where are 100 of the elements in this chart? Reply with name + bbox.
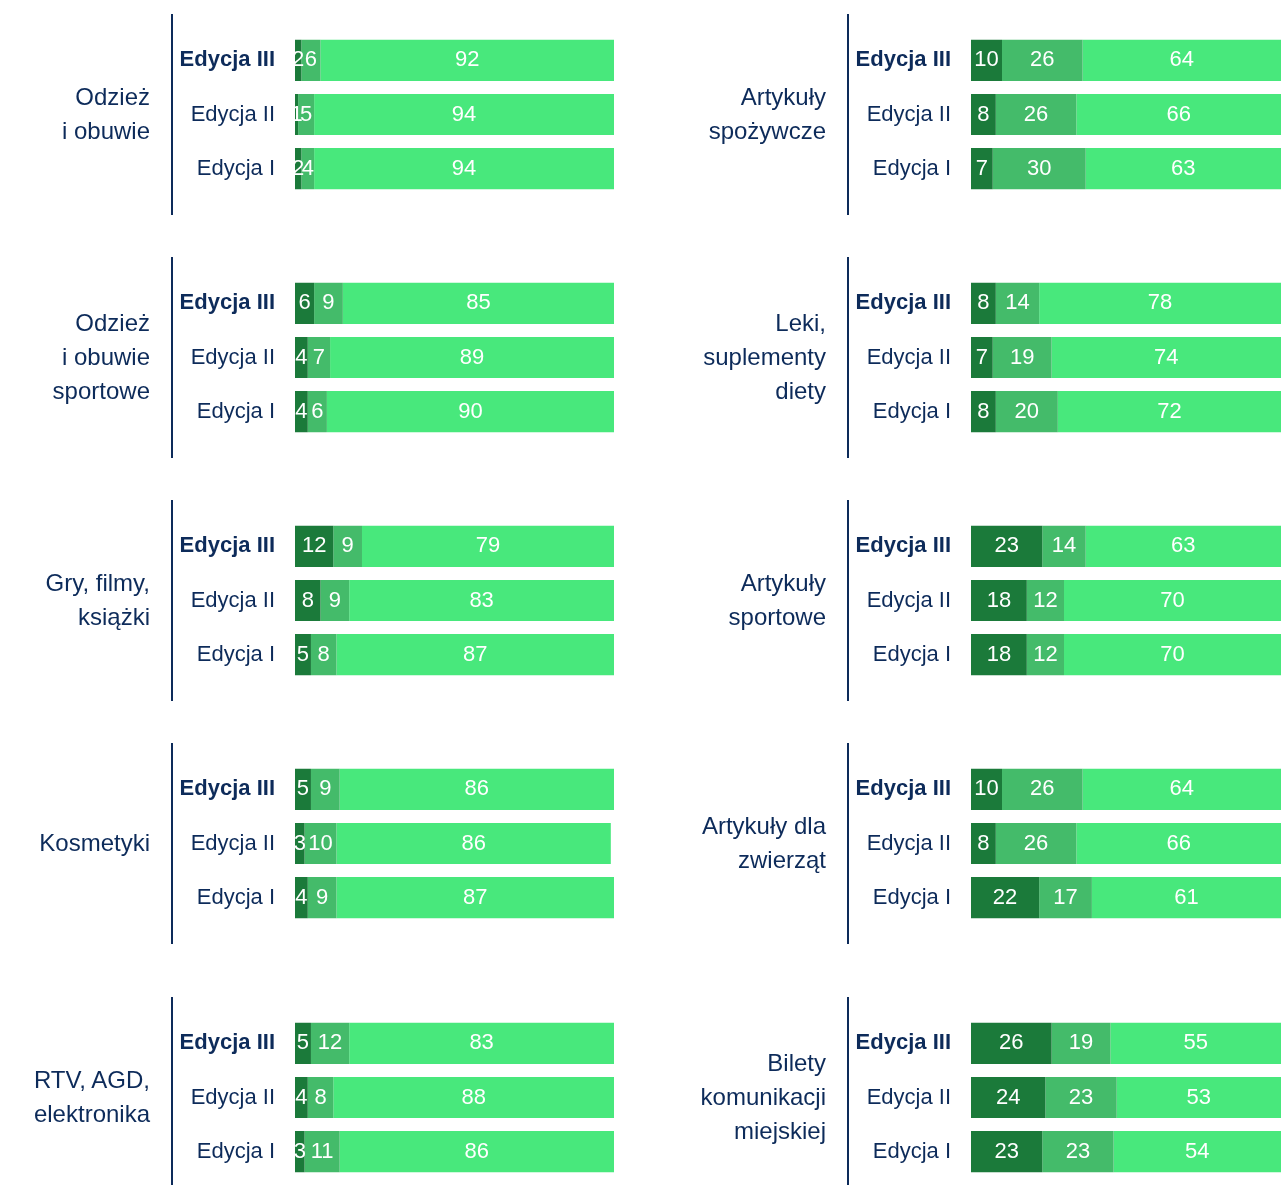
bar (1051, 1022, 1111, 1064)
bar (1064, 579, 1281, 621)
data-label: 4 (295, 343, 308, 369)
bar (1082, 39, 1281, 81)
bar (336, 822, 611, 864)
data-label: 18 (986, 586, 1012, 612)
bar (1045, 1076, 1117, 1118)
bar (971, 147, 993, 189)
bar (1002, 768, 1083, 810)
y-tick-label: Edycja II (190, 1083, 275, 1109)
data-label: 19 (1009, 343, 1035, 369)
y-tick-label: Edycja I (872, 154, 951, 180)
y-tick-label: Edycja III (179, 45, 275, 71)
data-label: 63 (1171, 531, 1196, 557)
bar (326, 390, 614, 432)
bar (342, 282, 614, 324)
bar (1064, 633, 1281, 675)
bar (1002, 39, 1083, 81)
bar (1085, 525, 1281, 567)
data-label: 53 (1186, 1083, 1212, 1109)
data-label: 8 (317, 640, 330, 666)
data-label: 72 (1157, 397, 1182, 423)
data-label: 6 (311, 397, 324, 423)
bar (314, 93, 614, 135)
y-tick-label: Edycja III (179, 774, 275, 800)
data-label: 9 (322, 288, 335, 314)
data-label: 61 (1174, 883, 1199, 909)
data-label: 23 (1065, 1137, 1091, 1163)
data-label: 26 (1030, 774, 1055, 800)
data-label: 9 (328, 586, 341, 612)
data-label: 85 (466, 288, 491, 314)
data-label: 7 (975, 343, 988, 369)
data-label: 70 (1160, 586, 1185, 612)
data-label: 26 (1023, 100, 1049, 126)
data-label: 86 (464, 1137, 490, 1163)
y-tick-label: Edycja II (190, 100, 275, 126)
y-tick-label: Edycja III (179, 531, 275, 557)
data-label: 64 (1169, 45, 1195, 71)
bar (1057, 390, 1281, 432)
text: Odzież i obuwie sportowe (52, 308, 150, 406)
bar (995, 822, 1077, 864)
data-label: 54 (1185, 1137, 1210, 1163)
y-tick-label: Edycja III (179, 1028, 275, 1054)
y-tick-label: Edycja I (872, 640, 951, 666)
data-label: 83 (469, 586, 494, 612)
y-tick-label: Edycja II (190, 343, 275, 369)
data-label: 55 (1183, 1028, 1208, 1054)
bar (349, 579, 614, 621)
bar (995, 282, 1040, 324)
bar (1039, 876, 1092, 918)
bar (330, 336, 614, 378)
bar (1076, 822, 1281, 864)
bar (971, 336, 993, 378)
data-label: 10 (308, 829, 333, 855)
bar (992, 336, 1052, 378)
y-tick-label: Edycja III (855, 45, 951, 71)
bar (1116, 1076, 1281, 1118)
data-label: 94 (451, 154, 477, 180)
data-label: 7 (312, 343, 326, 369)
bar (295, 579, 321, 621)
data-label: 66 (1166, 829, 1191, 855)
y-tick-label: Edycja I (196, 154, 275, 180)
y-tick-label: Edycja III (855, 288, 951, 314)
y-tick-label: Edycja II (866, 829, 951, 855)
y-tick-label: Edycja II (190, 829, 275, 855)
bar (971, 525, 1043, 567)
data-label: 9 (341, 531, 354, 557)
y-tick-label: Edycja III (855, 774, 951, 800)
data-label: 4 (295, 883, 308, 909)
y-tick-label: Edycja I (872, 397, 951, 423)
bar (307, 336, 331, 378)
data-label: 30 (1026, 154, 1052, 180)
data-label: 17 (1053, 883, 1078, 909)
data-label: 22 (992, 883, 1018, 909)
bar (971, 1076, 1046, 1118)
bar (1051, 336, 1281, 378)
data-label: 8 (977, 397, 990, 423)
text: Artykuły dla zwierząt (701, 811, 826, 875)
y-tick-label: Edycja I (196, 640, 275, 666)
bar (1110, 1022, 1281, 1064)
bar (310, 768, 340, 810)
bar (339, 1130, 614, 1172)
y-tick-label: Edycja I (196, 397, 275, 423)
bar (1113, 1130, 1281, 1172)
data-label: 5 (296, 1028, 310, 1054)
data-label: 5 (300, 100, 313, 126)
bar (1076, 93, 1281, 135)
y-tick-label: Edycja II (866, 100, 951, 126)
data-label: 89 (459, 343, 485, 369)
data-label: 20 (1014, 397, 1040, 423)
bar (971, 1022, 1052, 1064)
data-label: 6 (298, 288, 311, 314)
data-label: 92 (455, 45, 480, 71)
data-label: 4 (301, 154, 314, 180)
data-label: 14 (1005, 288, 1030, 314)
bar (336, 633, 614, 675)
text: Artykuły sportowe (728, 568, 826, 632)
data-label: 23 (994, 531, 1019, 557)
data-label: 19 (1068, 1028, 1094, 1054)
data-label: 12 (1033, 586, 1058, 612)
